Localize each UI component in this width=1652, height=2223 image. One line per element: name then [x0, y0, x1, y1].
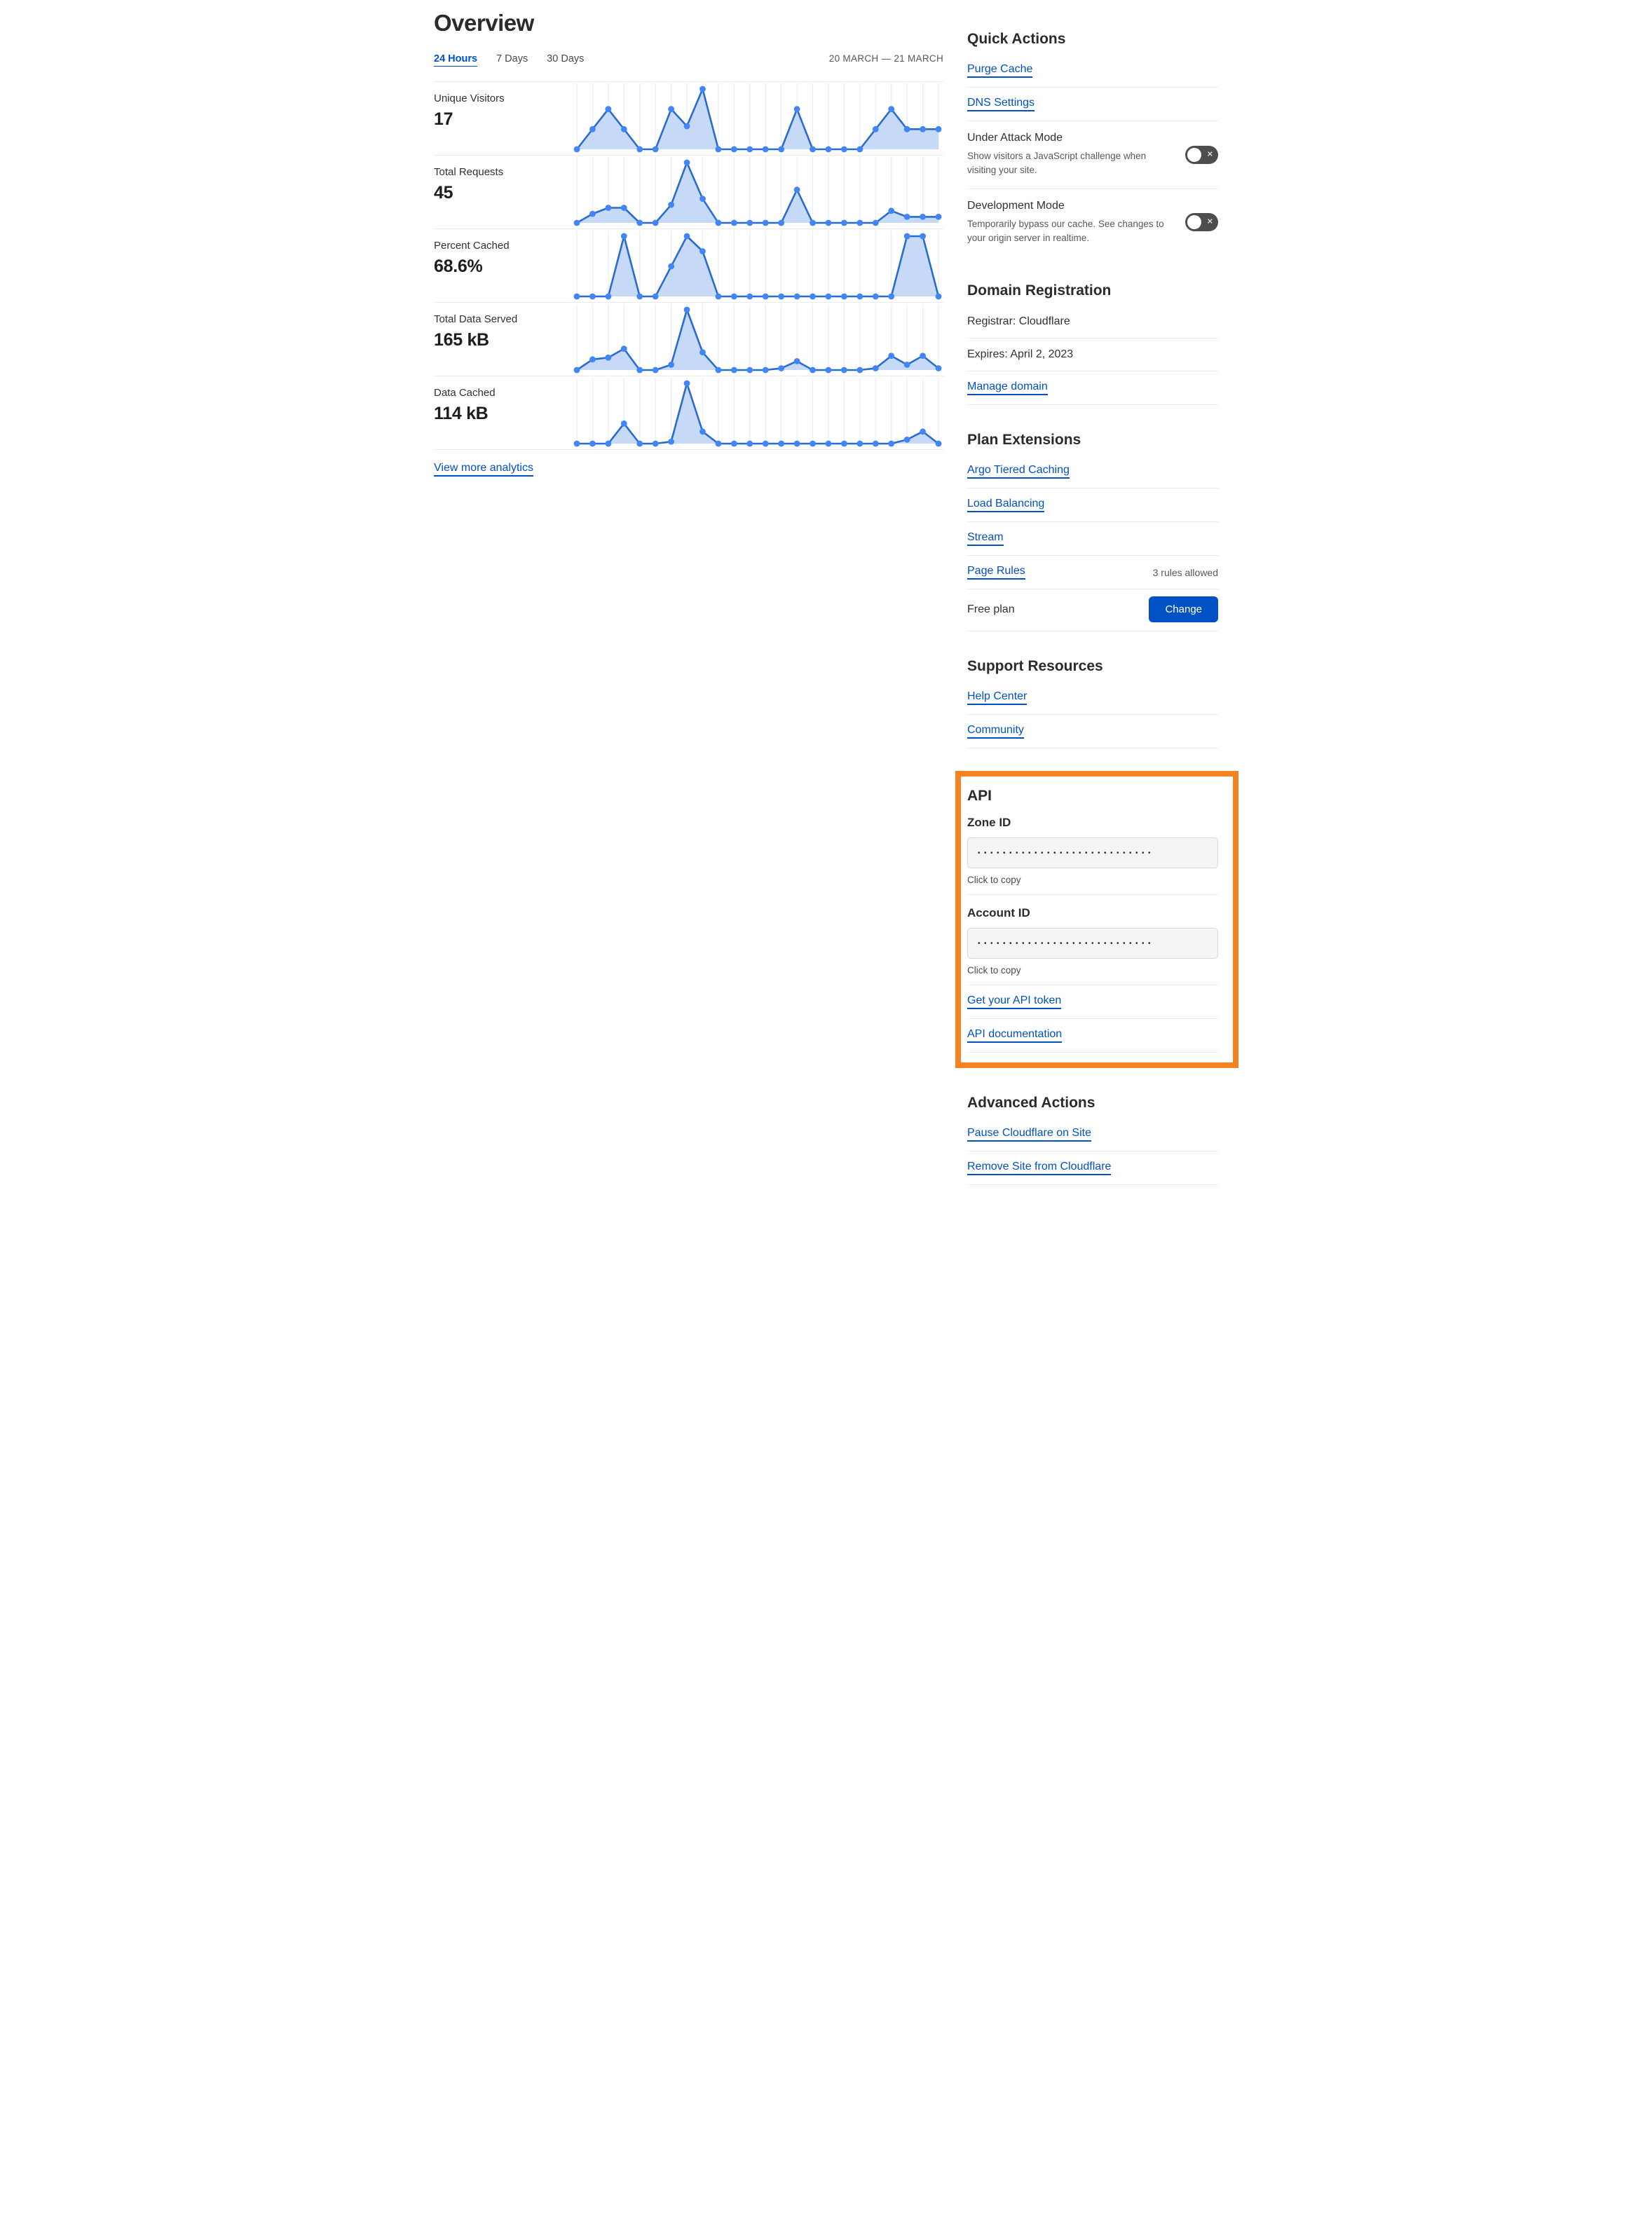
api-section-highlight: API Zone ID ••••••••••••••••••••••••••••…: [955, 771, 1238, 1068]
account-id-masked-value: ••••••••••••••••••••••••••••: [978, 939, 1155, 948]
total-data-served-sparkline: [573, 304, 942, 374]
development-mode-description: Temporarily bypass our cache. See change…: [967, 218, 1164, 243]
development-mode-label: Development Mode: [967, 199, 1065, 212]
analytics-chart-list: Unique Visitors 17 Total Requests 45 Per…: [434, 81, 943, 450]
sidebar: Quick Actions Purge Cache DNS Settings U…: [955, 7, 1238, 1185]
metric-row-unique-visitors: Unique Visitors 17: [434, 81, 943, 155]
plan-extensions-heading: Plan Extensions: [967, 432, 1081, 448]
metric-value: 114 kB: [434, 404, 489, 423]
zone-id-masked-value: ••••••••••••••••••••••••••••: [978, 849, 1155, 857]
advanced-actions-heading: Advanced Actions: [967, 1095, 1095, 1111]
metric-value: 45: [434, 183, 453, 203]
toggle-knob: [1187, 147, 1201, 162]
tab-7-days[interactable]: 7 Days: [496, 53, 528, 64]
metric-label: Data Cached: [434, 387, 496, 399]
registrar-row: Registrar: Cloudflare: [967, 306, 1218, 338]
metric-value: 17: [434, 109, 453, 129]
account-id-label: Account ID: [967, 906, 1030, 919]
account-id-field-group: Account ID •••••••••••••••••••••••••••• …: [967, 906, 1218, 976]
metric-value: 68.6%: [434, 256, 483, 276]
expires-row: Expires: April 2, 2023: [967, 338, 1218, 371]
development-mode-toggle[interactable]: ✕: [1185, 213, 1218, 232]
metric-row-total-data-served: Total Data Served 165 kB: [434, 302, 943, 376]
zone-id-input[interactable]: ••••••••••••••••••••••••••••: [967, 837, 1218, 868]
metric-label: Unique Visitors: [434, 93, 505, 104]
get-api-token-link[interactable]: Get your API token: [967, 994, 1062, 1009]
toggle-knob: [1187, 215, 1201, 230]
account-id-input[interactable]: ••••••••••••••••••••••••••••: [967, 928, 1218, 959]
page-rules-row: Page Rules 3 rules allowed: [967, 556, 1218, 589]
tab-30-days[interactable]: 30 Days: [547, 53, 585, 64]
argo-tiered-caching-link[interactable]: Argo Tiered Caching: [967, 464, 1070, 479]
pause-cloudflare-link[interactable]: Pause Cloudflare on Site: [967, 1127, 1091, 1142]
development-mode-row: Development Mode Temporarily bypass our …: [967, 189, 1218, 256]
metric-row-total-requests: Total Requests 45: [434, 155, 943, 228]
purge-cache-link[interactable]: Purge Cache: [967, 63, 1033, 78]
under-attack-mode-toggle[interactable]: ✕: [1185, 145, 1218, 164]
help-center-row: Help Center: [967, 681, 1218, 715]
data-cached-sparkline: [573, 378, 942, 447]
manage-domain-row: Manage domain: [967, 371, 1218, 405]
tab-24-hours[interactable]: 24 Hours: [434, 53, 478, 67]
metric-label: Total Data Served: [434, 313, 518, 325]
under-attack-mode-description: Show visitors a JavaScript challenge whe…: [967, 151, 1147, 176]
load-balancing-link[interactable]: Load Balancing: [967, 498, 1045, 512]
quick-actions-heading: Quick Actions: [967, 31, 1066, 47]
dns-settings-row: DNS Settings: [967, 88, 1218, 121]
remove-site-link[interactable]: Remove Site from Cloudflare: [967, 1161, 1112, 1175]
current-plan-row: Free plan Change: [967, 589, 1218, 631]
stream-link[interactable]: Stream: [967, 531, 1004, 546]
metric-value: 165 kB: [434, 330, 489, 350]
metric-label: Percent Cached: [434, 240, 510, 252]
date-range-label: 20 MARCH — 21 MARCH: [828, 53, 943, 64]
view-more-analytics-link[interactable]: View more analytics: [434, 462, 533, 477]
page-title: Overview: [434, 10, 534, 36]
time-range-tabs: 24 Hours 7 Days 30 Days 20 MARCH — 21 MA…: [434, 53, 943, 67]
change-plan-button[interactable]: Change: [1149, 596, 1218, 622]
total-requests-sparkline: [573, 157, 942, 226]
get-api-token-row: Get your API token: [967, 985, 1218, 1019]
zone-id-field-group: Zone ID •••••••••••••••••••••••••••• Cli…: [967, 816, 1218, 895]
argo-tiered-caching-row: Argo Tiered Caching: [967, 455, 1218, 488]
page-rules-link[interactable]: Page Rules: [967, 565, 1025, 580]
toggle-off-x-icon: ✕: [1206, 217, 1213, 226]
pause-cloudflare-row: Pause Cloudflare on Site: [967, 1118, 1218, 1151]
api-documentation-row: API documentation: [967, 1019, 1218, 1053]
unique-visitors-sparkline: [573, 83, 942, 153]
zone-id-copy-hint: Click to copy: [967, 875, 1021, 885]
under-attack-mode-label: Under Attack Mode: [967, 132, 1063, 144]
metric-row-data-cached: Data Cached 114 kB: [434, 376, 943, 449]
dns-settings-link[interactable]: DNS Settings: [967, 97, 1035, 111]
remove-site-row: Remove Site from Cloudflare: [967, 1151, 1218, 1185]
analytics-main-column: Overview 24 Hours 7 Days 30 Days 20 MARC…: [434, 7, 943, 477]
percent-cached-sparkline: [573, 231, 942, 300]
community-row: Community: [967, 715, 1218, 748]
help-center-link[interactable]: Help Center: [967, 690, 1028, 705]
domain-registration-heading: Domain Registration: [967, 282, 1112, 299]
community-link[interactable]: Community: [967, 724, 1024, 739]
load-balancing-row: Load Balancing: [967, 488, 1218, 522]
metric-label: Total Requests: [434, 166, 504, 178]
under-attack-mode-row: Under Attack Mode Show visitors a JavaSc…: [967, 121, 1218, 189]
toggle-off-x-icon: ✕: [1206, 150, 1213, 159]
manage-domain-link[interactable]: Manage domain: [967, 381, 1048, 395]
stream-row: Stream: [967, 522, 1218, 556]
overview-page: Overview 24 Hours 7 Days 30 Days 20 MARC…: [413, 0, 1239, 1227]
account-id-copy-hint: Click to copy: [967, 965, 1021, 976]
api-documentation-link[interactable]: API documentation: [967, 1028, 1063, 1043]
zone-id-label: Zone ID: [967, 816, 1011, 829]
metric-row-percent-cached: Percent Cached 68.6%: [434, 228, 943, 302]
current-plan-label: Free plan: [967, 603, 1015, 615]
page-rules-allowance: 3 rules allowed: [1152, 566, 1218, 578]
support-resources-heading: Support Resources: [967, 658, 1103, 674]
purge-cache-row: Purge Cache: [967, 54, 1218, 88]
api-heading: API: [967, 788, 992, 804]
